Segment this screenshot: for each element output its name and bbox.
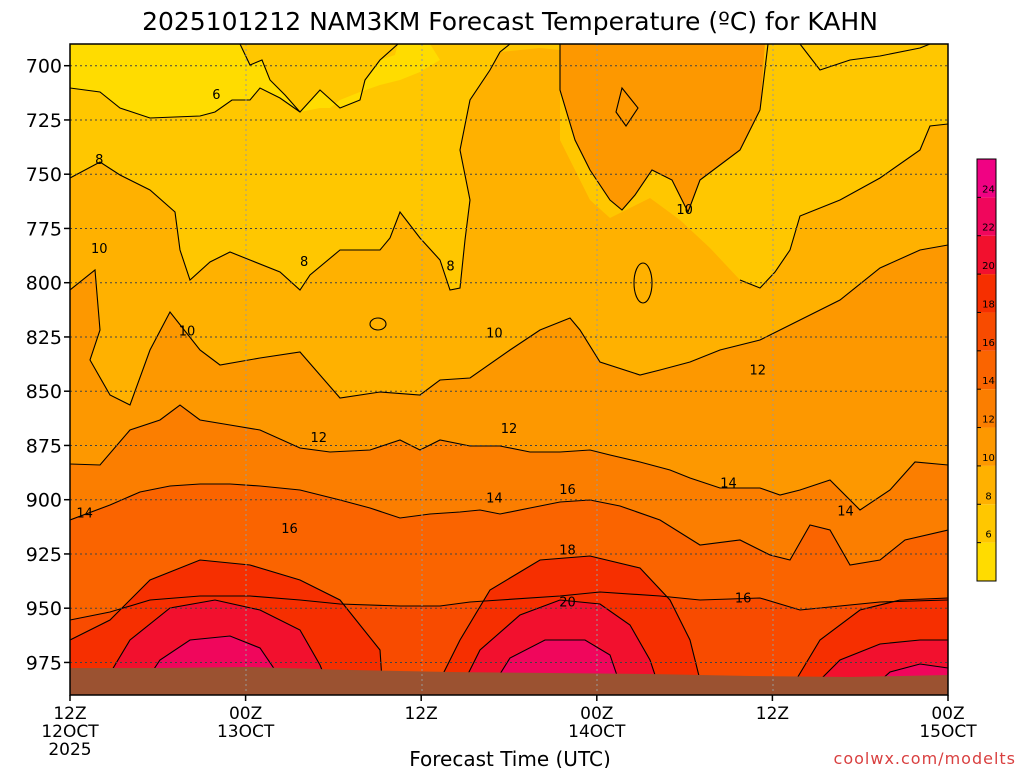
contour-label: 14	[837, 505, 854, 520]
colorbar-band	[977, 274, 996, 313]
colorbar-tick-label: 16	[982, 338, 995, 349]
colorbar-tick-label: 20	[982, 261, 995, 272]
y-tick-label: 875	[26, 435, 62, 457]
y-tick-label: 700	[26, 56, 62, 78]
colorbar-tick-label: 18	[982, 299, 995, 310]
colorbar-band	[977, 312, 996, 351]
colorbar-tick-label: 10	[982, 453, 995, 464]
chart-title: 2025101212 NAM3KM Forecast Temperature (…	[142, 7, 878, 36]
colorbar-band	[977, 389, 996, 428]
contour-labels: 6 8 8 8 10 10 10 10 12 12 12 14 14 14 14 16 16 16 18 20	[76, 88, 853, 611]
contour-label: 14	[76, 507, 93, 522]
isotherm-lines	[70, 44, 948, 691]
site-credit: coolwx.com/modelts	[834, 749, 1016, 768]
contour-label: 10	[179, 324, 196, 339]
y-tick-label: 850	[26, 381, 62, 403]
x-tick-label: 00Z	[931, 704, 964, 724]
colorbar-tick-label: 12	[982, 415, 995, 426]
contour-label: 16	[281, 522, 298, 537]
contour-label: 14	[720, 476, 737, 491]
colorbar-frame	[976, 158, 997, 582]
contour-label: 16	[735, 591, 752, 606]
contour-label: 8	[300, 255, 308, 270]
colorbar-band	[977, 350, 996, 390]
contour-label: 10	[676, 203, 693, 218]
time-gridlines	[245, 44, 774, 695]
contour-label: 12	[749, 364, 766, 379]
y-axis: 700 725 750 775 800 825 850 875 900 925 950 975	[26, 56, 70, 674]
x-tick-label: 12Z	[405, 704, 438, 724]
colorbar-band	[977, 504, 996, 543]
x-tick-label: 15OCT	[919, 722, 977, 742]
colorbar: 6 8 10 12 14 16 18 20 22 24	[976, 158, 997, 582]
contour-label: 16	[559, 483, 576, 498]
contour-label: 20	[559, 596, 576, 611]
colorbar-tick-label: 24	[982, 184, 995, 195]
contour-label: 12	[501, 422, 518, 437]
contour-label: 18	[559, 544, 576, 559]
contour-label: 10	[91, 242, 108, 257]
colorbar-band	[977, 465, 996, 505]
y-tick-label: 825	[26, 327, 62, 349]
colorbar-tick-label: 14	[982, 376, 995, 387]
x-tick-label: 12OCT	[41, 722, 99, 742]
colorbar-band	[977, 159, 996, 198]
colorbar-tick-label: 22	[982, 223, 995, 234]
y-tick-label: 775	[26, 218, 62, 240]
colorbar-band	[977, 542, 996, 581]
contour-label: 8	[446, 259, 454, 274]
x-tick-label: 12Z	[756, 704, 789, 724]
contour-label: 10	[486, 327, 503, 342]
y-tick-label: 725	[26, 110, 62, 132]
x-tick-label: 00Z	[580, 704, 613, 724]
y-tick-label: 950	[26, 598, 62, 620]
y-tick-label: 925	[26, 544, 62, 566]
colorbar-tick-label: 8	[985, 491, 991, 502]
y-tick-label: 800	[26, 273, 62, 295]
x-tick-label: 13OCT	[217, 722, 275, 742]
contour-label: 6	[212, 88, 220, 103]
x-tick-label: 2025	[48, 740, 91, 760]
colorbar-band	[977, 197, 996, 236]
plot-area	[70, 44, 948, 695]
band-10-12-pocket	[560, 44, 765, 212]
ground-surface	[70, 667, 948, 695]
contour-label: 12	[310, 431, 327, 446]
x-tick-label: 14OCT	[568, 722, 626, 742]
colorbar-tick-label: 6	[985, 530, 991, 541]
x-tick-label: 00Z	[229, 704, 262, 724]
colorbar-band	[977, 235, 996, 275]
plot-frame	[69, 43, 949, 696]
y-tick-label: 900	[26, 490, 62, 512]
x-tick-label: 12Z	[53, 704, 86, 724]
colorbar-band	[977, 427, 996, 466]
y-tick-label: 975	[26, 652, 62, 674]
contour-label: 14	[486, 492, 503, 507]
band-4-6	[70, 44, 440, 118]
x-axis-label: Forecast Time (UTC)	[409, 747, 611, 768]
pressure-gridlines	[70, 65, 948, 663]
y-tick-label: 750	[26, 164, 62, 186]
contour-label: 8	[95, 153, 103, 168]
